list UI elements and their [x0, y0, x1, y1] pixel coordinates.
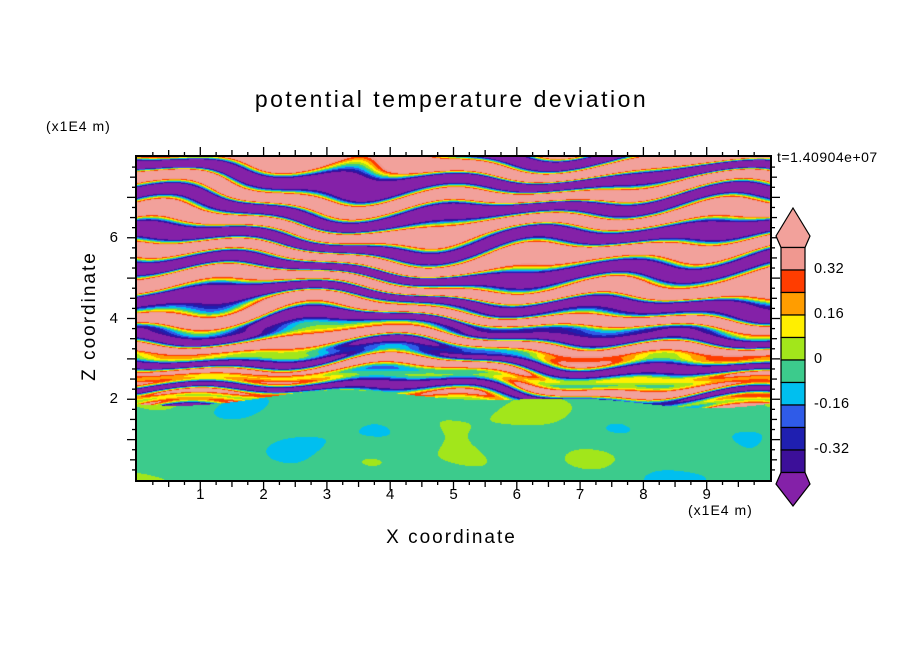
colorbar-band: [780, 314, 806, 339]
colorbar-label: -0.32: [814, 441, 850, 457]
x-tick-label: 9: [702, 486, 711, 503]
colorbar-label: 0.16: [814, 306, 845, 322]
colorbar-label: -0.16: [814, 396, 850, 412]
y-tick-label: 4: [109, 309, 118, 327]
colorbar-arrow-up: [775, 206, 811, 249]
chart-title: potential temperature deviation: [254, 86, 649, 112]
colorbar-band: [780, 291, 806, 316]
colorbar: [775, 206, 811, 507]
x-tick-label: 5: [449, 486, 458, 503]
x-tick-label: 1: [196, 486, 205, 503]
x-axis-unit-label: (x1E4 m): [688, 502, 753, 518]
y-tick-label: 2: [109, 390, 118, 408]
plot-area: [135, 155, 772, 482]
colorbar-band: [780, 449, 806, 474]
colorbar-band: [780, 404, 806, 429]
y-axis-unit-label: (x1E4 m): [46, 118, 111, 134]
colorbar-band: [780, 381, 806, 406]
colorbar-band: [780, 359, 806, 384]
x-tick-label: 8: [639, 486, 648, 503]
x-tick-label: 6: [512, 486, 521, 503]
x-axis-title: X coordinate: [386, 527, 517, 548]
colorbar-band: [780, 426, 806, 451]
colorbar-arrow-down: [775, 471, 811, 507]
colorbar-band: [780, 269, 806, 294]
y-tick-label: 6: [109, 228, 118, 246]
contour-field: [137, 157, 770, 480]
x-tick-label: 7: [575, 486, 585, 503]
colorbar-label: 0: [814, 351, 823, 367]
colorbar-band: [780, 246, 806, 271]
x-tick-label: 2: [259, 486, 268, 503]
colorbar-band: [780, 336, 806, 361]
time-annotation: t=1.40904e+07: [777, 149, 878, 165]
x-tick-label: 4: [386, 486, 395, 503]
x-tick-label: 3: [322, 486, 332, 503]
colorbar-label: 0.32: [814, 261, 845, 277]
